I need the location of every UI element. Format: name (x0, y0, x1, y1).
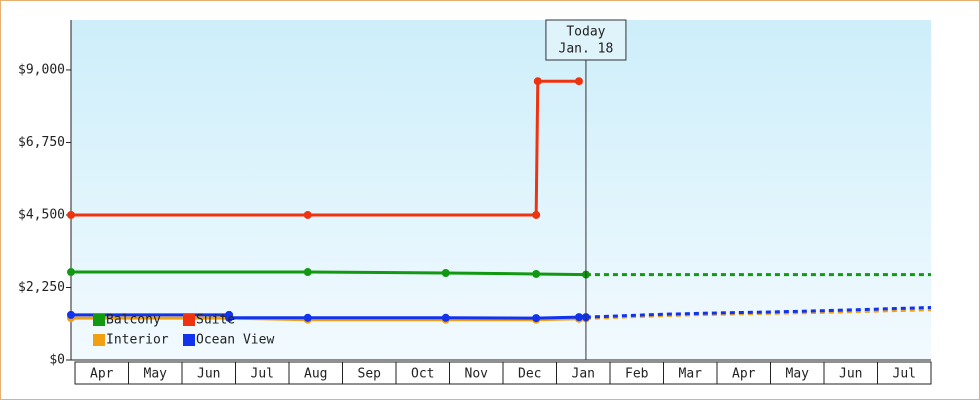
point (533, 77, 542, 86)
point (303, 313, 312, 322)
legend-label: Balcony (106, 313, 161, 328)
legend-swatch (93, 314, 105, 326)
point (532, 210, 541, 219)
x-tick-label: May (786, 367, 810, 382)
x-tick-label: Mar (679, 367, 703, 382)
x-tick-label: Nov (465, 367, 489, 382)
x-tick-label: Apr (90, 367, 114, 382)
y-tick-label: $2,250 (18, 280, 65, 295)
x-tick-label: Jul (251, 367, 274, 382)
point (441, 268, 450, 277)
plot-area (71, 20, 931, 360)
legend-swatch (93, 334, 105, 346)
x-tick-label: Jul (893, 367, 916, 382)
x-tick-label: May (144, 367, 168, 382)
x-tick-label: Feb (625, 367, 649, 382)
x-tick-label: Jan (572, 367, 595, 382)
point (532, 314, 541, 323)
legend-label: Suite (196, 313, 235, 328)
point (574, 77, 583, 86)
legend-swatch (183, 334, 195, 346)
x-tick-label: Dec (518, 367, 541, 382)
y-tick-label: $4,500 (18, 207, 65, 222)
y-tick-label: $0 (49, 353, 65, 368)
point (303, 210, 312, 219)
point (225, 313, 234, 322)
x-tick-label: Apr (732, 367, 756, 382)
point (67, 310, 75, 319)
x-tick-label: Jun (839, 367, 862, 382)
y-tick-label: $6,750 (18, 135, 65, 150)
x-tick-label: Jun (197, 367, 220, 382)
point (441, 313, 450, 322)
today-box (545, 19, 627, 61)
y-tick-label: $9,000 (18, 62, 65, 77)
legend-label: Ocean View (196, 333, 274, 348)
point (574, 313, 583, 322)
legend-label: Interior (106, 333, 169, 348)
point (67, 210, 75, 219)
point (532, 269, 541, 278)
x-tick-label: Aug (304, 367, 327, 382)
today-date: Jan. 18 (559, 42, 614, 57)
point (303, 268, 312, 277)
x-tick-label: Sep (358, 367, 382, 382)
point (67, 268, 75, 277)
legend-swatch (183, 314, 195, 326)
forecast-line (585, 305, 932, 319)
x-tick-label: Oct (411, 367, 434, 382)
today-label: Today (566, 25, 605, 40)
month-cell (877, 361, 932, 385)
